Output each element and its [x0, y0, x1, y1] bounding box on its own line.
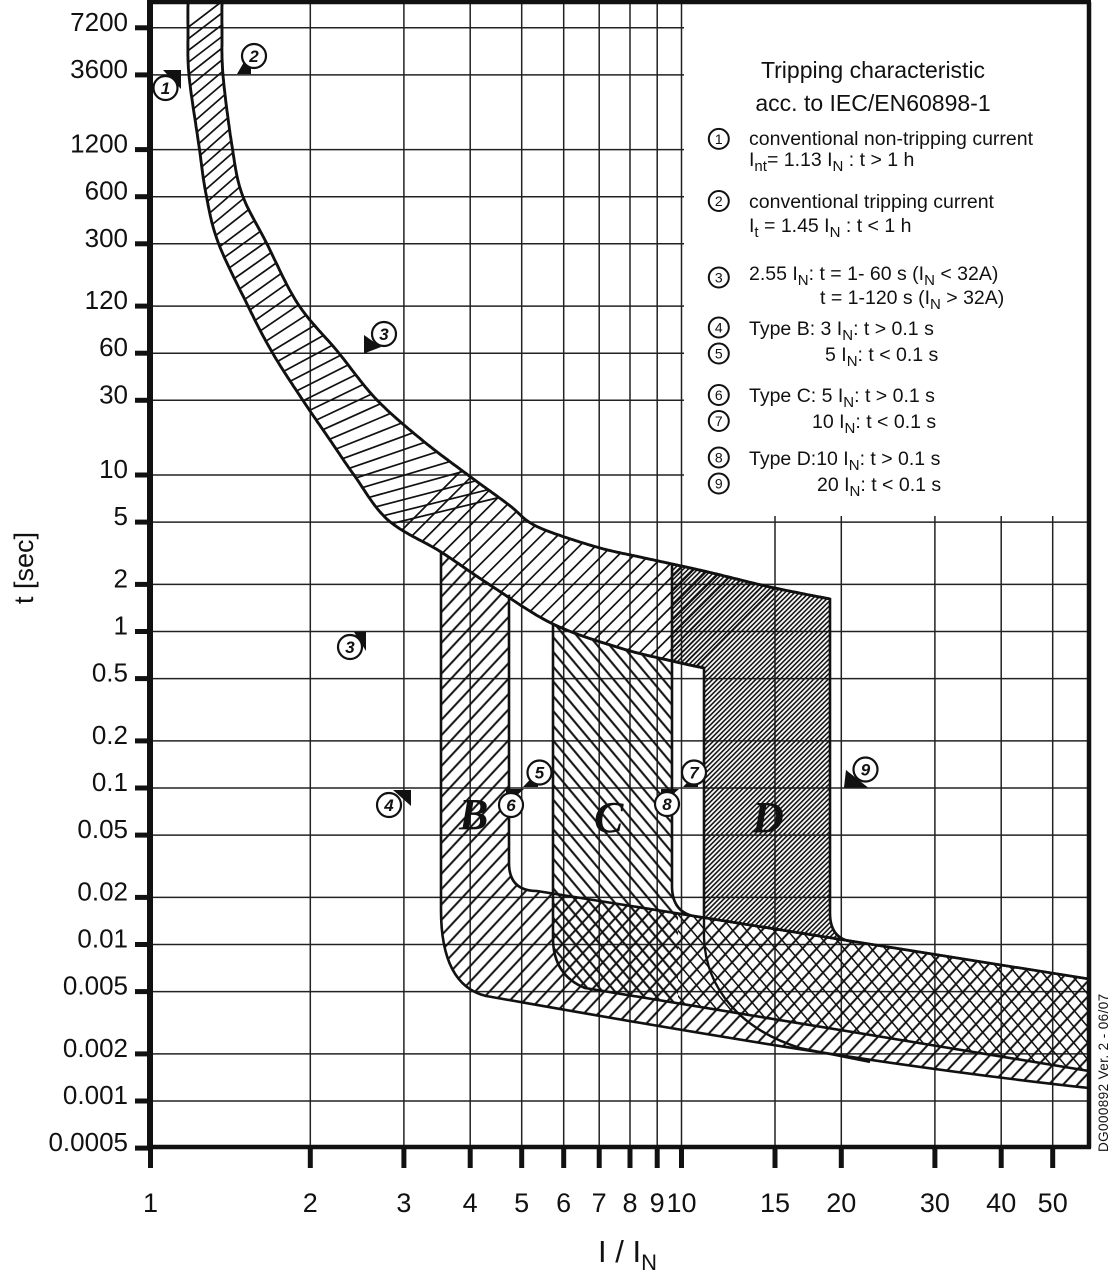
svg-text:3: 3	[345, 638, 355, 657]
svg-text:60: 60	[99, 332, 128, 362]
svg-text:0.001: 0.001	[63, 1080, 128, 1110]
svg-text:3600: 3600	[70, 54, 128, 84]
svg-text:600: 600	[85, 176, 128, 206]
svg-text:I / IN: I / IN	[598, 1234, 657, 1275]
svg-text:7: 7	[689, 764, 700, 783]
svg-text:1: 1	[143, 1188, 158, 1218]
svg-text:7: 7	[592, 1188, 607, 1218]
svg-text:4: 4	[715, 320, 723, 336]
svg-text:5: 5	[535, 764, 545, 783]
svg-text:Type D:10 IN: t > 0.1 s: Type D:10 IN: t > 0.1 s	[749, 448, 941, 474]
svg-text:10: 10	[99, 454, 128, 484]
svg-text:9: 9	[650, 1188, 665, 1218]
svg-text:20: 20	[826, 1188, 856, 1218]
svg-text:conventional non-tripping curr: conventional non-tripping current	[749, 128, 1034, 150]
svg-text:3: 3	[379, 325, 389, 344]
svg-text:Type C: 5 IN: t > 0.1 s: Type C: 5 IN: t > 0.1 s	[749, 385, 935, 411]
svg-text:50: 50	[1038, 1188, 1068, 1218]
svg-text:C: C	[594, 793, 624, 842]
svg-text:5 IN: t < 0.1 s: 5 IN: t < 0.1 s	[825, 344, 939, 370]
svg-text:0.05: 0.05	[77, 814, 128, 844]
svg-text:D: D	[751, 793, 784, 842]
svg-text:2: 2	[715, 193, 723, 209]
svg-text:1200: 1200	[70, 129, 128, 159]
svg-text:10 IN: t < 0.1 s: 10 IN: t < 0.1 s	[812, 411, 936, 437]
svg-text:7200: 7200	[70, 7, 128, 37]
svg-text:6: 6	[506, 796, 516, 815]
svg-text:Type B: 3 IN: t > 0.1 s: Type B: 3 IN: t > 0.1 s	[749, 318, 934, 344]
svg-text:3: 3	[396, 1188, 411, 1218]
svg-text:0.02: 0.02	[77, 876, 128, 906]
svg-text:9: 9	[861, 761, 871, 780]
svg-text:2.55 IN: t = 1- 60 s (IN < 32A: 2.55 IN: t = 1- 60 s (IN < 32A)	[749, 263, 998, 289]
svg-text:120: 120	[85, 285, 128, 315]
svg-text:4: 4	[383, 796, 394, 815]
svg-text:4: 4	[463, 1188, 478, 1218]
svg-text:40: 40	[986, 1188, 1016, 1218]
svg-text:0.01: 0.01	[77, 924, 128, 954]
svg-text:7: 7	[715, 413, 723, 429]
svg-text:t = 1-120 s (IN > 32A): t = 1-120 s (IN > 32A)	[820, 287, 1004, 313]
svg-text:0.2: 0.2	[92, 720, 128, 750]
svg-text:3: 3	[715, 270, 723, 286]
svg-text:8: 8	[622, 1188, 637, 1218]
svg-text:30: 30	[99, 379, 128, 409]
svg-text:20 IN: t < 0.1 s: 20 IN: t < 0.1 s	[817, 474, 941, 500]
svg-text:2: 2	[248, 47, 259, 66]
svg-text:Tripping characteristic: Tripping characteristic	[761, 57, 985, 83]
svg-text:acc. to IEC/EN60898-1: acc. to IEC/EN60898-1	[755, 90, 990, 116]
svg-text:0.005: 0.005	[63, 971, 128, 1001]
svg-text:6: 6	[715, 387, 723, 403]
svg-text:0.002: 0.002	[63, 1033, 128, 1063]
svg-text:6: 6	[556, 1188, 571, 1218]
svg-text:2: 2	[114, 563, 128, 593]
svg-text:8: 8	[715, 450, 723, 466]
svg-text:DG000892 Ver. 2 - 06/07: DG000892 Ver. 2 - 06/07	[1096, 993, 1111, 1152]
svg-text:t [sec]: t [sec]	[9, 532, 39, 604]
svg-text:5: 5	[114, 501, 128, 531]
svg-text:1: 1	[161, 79, 170, 98]
svg-text:5: 5	[715, 346, 723, 362]
svg-text:0.1: 0.1	[92, 767, 128, 797]
svg-text:30: 30	[920, 1188, 950, 1218]
svg-text:Int= 1.13 IN : t > 1 h: Int= 1.13 IN : t > 1 h	[749, 149, 914, 175]
svg-text:0.5: 0.5	[92, 658, 128, 688]
svg-text:0.0005: 0.0005	[48, 1127, 128, 1157]
svg-text:15: 15	[760, 1188, 790, 1218]
svg-text:2: 2	[303, 1188, 318, 1218]
svg-text:1: 1	[715, 131, 723, 147]
svg-text:B: B	[458, 790, 488, 839]
svg-text:conventional tripping current: conventional tripping current	[749, 191, 995, 213]
svg-text:9: 9	[715, 476, 723, 492]
svg-text:8: 8	[662, 795, 672, 814]
svg-text:300: 300	[85, 223, 128, 253]
svg-text:1: 1	[114, 611, 128, 641]
svg-text:10: 10	[666, 1188, 696, 1218]
svg-text:5: 5	[514, 1188, 529, 1218]
